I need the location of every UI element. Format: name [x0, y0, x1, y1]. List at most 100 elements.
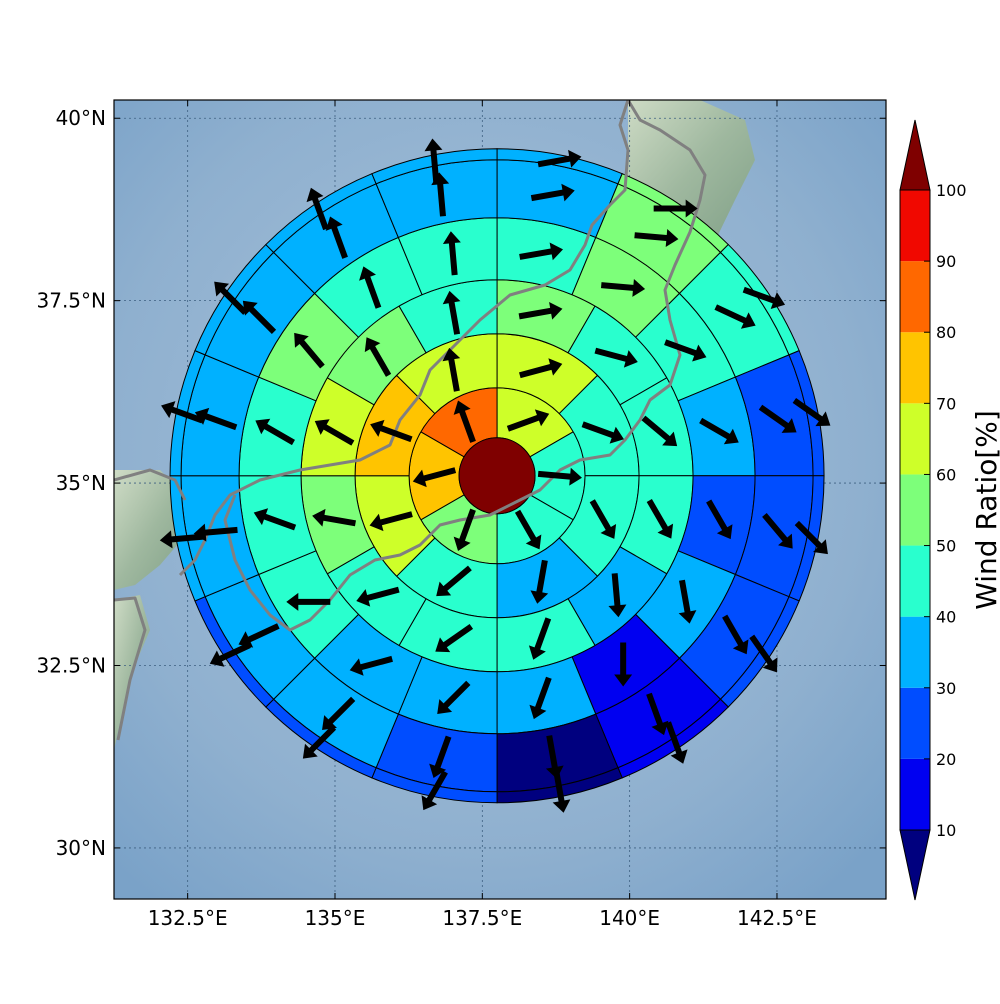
wind-arrow — [294, 332, 325, 369]
wind-arrow — [238, 623, 280, 648]
y-tick-label: 30°N — [56, 836, 106, 860]
colorbar: 10 20 30 40 50 60 70 80 90 100 — [899, 119, 967, 901]
wind-arrow-shape — [159, 530, 204, 549]
wind-arrow-shape — [349, 655, 393, 676]
colorbar-bin — [900, 474, 930, 546]
wind-arrow — [678, 579, 697, 624]
wind-arrow-shape — [424, 138, 443, 183]
wind-arrow — [762, 512, 793, 549]
wind-arrow — [506, 409, 550, 432]
wind-arrow-shape — [193, 523, 238, 542]
wind-arrow-shape — [253, 508, 297, 531]
wind-arrow — [424, 138, 443, 183]
colorbar-frame — [899, 189, 931, 831]
wind-arrow — [792, 397, 831, 427]
wind-arrow — [518, 301, 563, 320]
wind-arrow-shape — [519, 358, 563, 379]
wind-arrow — [758, 404, 797, 433]
wind-arrow — [306, 187, 329, 231]
wind-arrow — [253, 508, 297, 531]
wind-arrow — [646, 692, 669, 736]
wind-arrow-shape — [749, 634, 778, 673]
wind-arrow-shape — [286, 592, 331, 611]
wind-arrow-shape — [646, 692, 669, 736]
wind-arrow-shape — [518, 301, 563, 320]
wind-arrow-shape — [519, 242, 564, 261]
wind-arrow — [359, 266, 382, 309]
colorbar-bin — [900, 616, 930, 688]
wind-arrow — [714, 304, 756, 329]
wind-arrow — [794, 520, 828, 555]
wind-arrows — [159, 138, 831, 813]
colorbar-tick-label: 10 — [936, 821, 956, 840]
wind-arrow — [349, 655, 393, 676]
wind-arrow-shape — [706, 499, 733, 540]
wind-arrow-shape — [614, 642, 633, 687]
y-tick-label: 35°N — [56, 471, 106, 495]
y-tick-label: 37.5°N — [37, 289, 107, 313]
wind-arrow-shape — [530, 559, 549, 604]
wind-arrow-shape — [214, 281, 248, 315]
wind-arrow — [608, 573, 627, 618]
wind-arrow — [514, 509, 542, 550]
wind-arrow — [530, 183, 575, 202]
wind-arrow-shape — [792, 397, 831, 427]
wind-arrow-shape — [161, 401, 204, 424]
wind-arrow — [600, 278, 646, 297]
wind-arrow — [634, 229, 679, 247]
colorbar-bin — [900, 261, 930, 333]
wind-arrow-shape — [306, 187, 329, 231]
wind-arrow-shape — [678, 579, 697, 624]
center-cell — [458, 437, 536, 515]
wind-arrow — [537, 467, 582, 486]
y-tick-label: 32.5°N — [37, 654, 107, 678]
wind-arrow — [453, 508, 476, 552]
wind-arrow-shape — [312, 508, 356, 527]
wind-arrow — [545, 735, 564, 779]
wind-arrow-shape — [435, 623, 474, 653]
colorbar-bin — [900, 403, 930, 475]
wind-arrow — [529, 676, 552, 720]
wind-arrow — [161, 401, 204, 424]
colorbar-tick-label: 70 — [936, 394, 956, 413]
wind-arrow-shape — [437, 680, 471, 714]
wind-arrow — [322, 696, 356, 730]
wind-arrow — [412, 467, 457, 488]
wind-arrow-shape — [442, 347, 461, 392]
wind-arrow — [442, 231, 461, 276]
wind-arrow — [664, 339, 707, 362]
x-axis: 132.5°E 135°E 137.5°E 140°E 142.5°E — [148, 100, 817, 930]
wind-arrow — [312, 508, 356, 527]
wind-arrow — [436, 565, 472, 597]
wind-arrow-shape — [514, 509, 542, 550]
wind-arrow — [742, 286, 786, 310]
colorbar-bin — [900, 758, 930, 830]
ring-6-sector — [371, 148, 498, 185]
colorbar-tick-label: 40 — [936, 608, 956, 627]
wind-arrow — [286, 592, 331, 611]
wind-arrow-shape — [794, 520, 828, 555]
wind-arrow — [641, 415, 678, 447]
wind-arrow-shape — [758, 404, 797, 433]
wind-arrow-shape — [634, 229, 679, 247]
wind-arrow — [442, 347, 461, 392]
wind-arrow-shape — [581, 421, 624, 444]
wind-arrow-shape — [364, 337, 392, 377]
wind-arrow — [706, 499, 733, 540]
wind-arrow-shape — [209, 642, 251, 667]
wind-arrow-shape — [255, 418, 295, 446]
wind-arrow — [302, 725, 337, 759]
wind-arrow — [255, 418, 295, 446]
wind-arrow-shape — [442, 231, 461, 276]
wind-arrow-shape — [537, 467, 582, 486]
wind-arrow — [209, 642, 251, 667]
wind-arrow — [614, 642, 633, 687]
wind-arrow-shape — [242, 300, 277, 335]
wind-arrow-shape — [528, 617, 552, 660]
wind-arrow — [194, 407, 238, 431]
colorbar-label: Wind Ratio[%] — [970, 410, 1000, 610]
colorbar-bin — [900, 332, 930, 404]
wind-arrow-shape — [356, 586, 400, 607]
wind-arrow — [581, 421, 624, 444]
wind-arrow-shape — [359, 266, 382, 309]
